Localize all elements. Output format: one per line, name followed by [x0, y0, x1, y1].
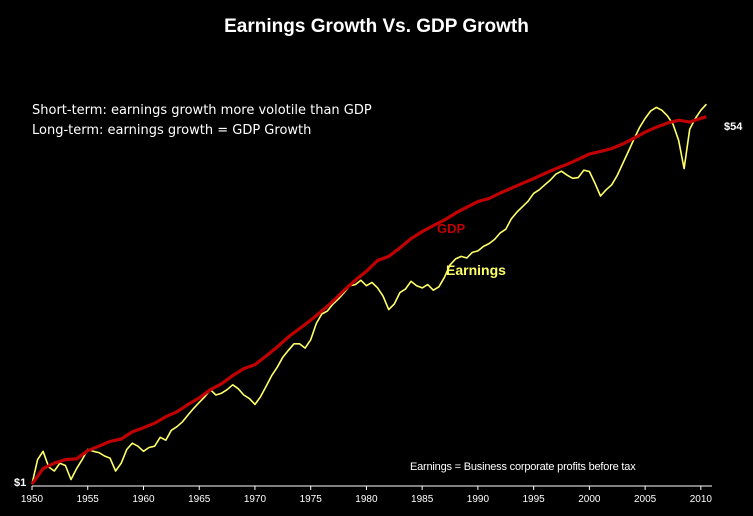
x-tick-label: 2000 [578, 494, 601, 505]
x-tick-label: 1950 [21, 494, 44, 505]
x-tick-label: 2010 [690, 494, 713, 505]
chart-title: Earnings Growth Vs. GDP Growth [224, 16, 529, 37]
series-label-gdp: GDP [437, 221, 466, 236]
x-tick-label: 1995 [523, 494, 546, 505]
x-tick-label: 1965 [188, 494, 211, 505]
x-tick-label: 1960 [132, 494, 155, 505]
series-label-earnings: Earnings [446, 262, 506, 278]
x-axis: 1950 1955 1960 1965 1970 1975 1980 1985 1990 1995… [21, 485, 713, 505]
x-tick-label: 1990 [467, 494, 490, 505]
annotation-long-term: Long-term: earnings growth = GDP Growth [32, 123, 312, 138]
x-tick-label: 1975 [300, 494, 323, 505]
end-value-label: $54 [724, 121, 743, 133]
x-tick-label: 1985 [411, 494, 434, 505]
x-tick-label: 1980 [355, 494, 378, 505]
start-value-label: $1 [14, 477, 26, 489]
series-line-gdp [30, 115, 707, 485]
annotation-short-term: Short-term: earnings growth more volotil… [32, 103, 372, 118]
series-layer [30, 103, 707, 485]
x-tick-label: 2005 [634, 494, 657, 505]
series-line-earnings [31, 103, 707, 485]
footnote: Earnings = Business corporate profits be… [410, 461, 636, 473]
x-tick-label: 1955 [77, 494, 100, 505]
x-tick-label: 1970 [244, 494, 267, 505]
